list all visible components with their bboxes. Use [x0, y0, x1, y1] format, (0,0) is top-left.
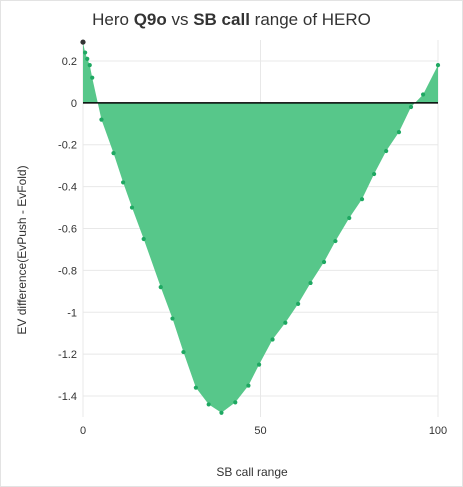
data-point — [111, 151, 116, 156]
data-point — [193, 385, 198, 390]
data-point — [80, 39, 86, 45]
data-point — [333, 238, 338, 244]
data-point — [321, 259, 327, 265]
y-tick-label: 0.2 — [62, 56, 77, 68]
title-middle: vs — [171, 10, 189, 29]
x-tick-label: 100 — [429, 425, 447, 437]
title-suffix: range of HERO — [254, 10, 371, 29]
data-point — [372, 171, 377, 177]
y-axis-ticks: -1.4 -1.2 -1 -0.8 -0.6 -0.4 -0.2 0 0.2 — [58, 56, 77, 403]
data-point — [233, 400, 238, 405]
title-hand: Q9o — [133, 10, 167, 29]
data-point — [308, 280, 313, 286]
chart-title: Hero Q9o vs SB call range of HERO — [0, 10, 463, 30]
data-point — [87, 63, 92, 68]
data-point — [99, 117, 104, 122]
data-point — [296, 301, 301, 306]
x-axis-label: SB call range — [216, 465, 288, 479]
data-point — [347, 215, 352, 221]
data-point — [83, 50, 88, 55]
data-point — [181, 349, 186, 355]
y-tick-label: -0.6 — [58, 224, 77, 236]
data-point — [270, 337, 275, 342]
data-point — [396, 130, 402, 135]
x-tick-label: 50 — [254, 425, 266, 437]
data-point — [90, 75, 95, 80]
y-tick-label: 0 — [71, 98, 77, 110]
y-tick-label: -0.8 — [58, 265, 77, 277]
x-tick-label: 0 — [80, 425, 86, 437]
data-point — [384, 148, 389, 154]
y-tick-label: -0.2 — [58, 140, 77, 152]
y-tick-label: -0.4 — [58, 182, 77, 194]
data-point — [129, 205, 135, 210]
y-tick-label: -1.2 — [58, 349, 77, 361]
data-point — [420, 92, 426, 97]
data-point — [219, 410, 224, 415]
data-point — [408, 104, 414, 110]
data-point — [246, 383, 251, 388]
data-point — [256, 362, 262, 367]
y-tick-label: -1 — [67, 307, 77, 319]
title-prefix: Hero — [92, 10, 129, 29]
y-axis-label: EV difference(EvPush - EvFold) — [15, 165, 29, 334]
ev-area-fill — [83, 42, 438, 413]
x-axis-ticks: 0 50 100 — [80, 425, 447, 437]
data-point — [85, 56, 90, 61]
data-point — [121, 180, 126, 185]
y-tick-label: -1.4 — [58, 391, 77, 403]
data-point — [359, 197, 365, 202]
data-point — [158, 285, 163, 290]
data-markers — [80, 39, 441, 415]
data-point — [141, 236, 146, 242]
data-point — [435, 63, 441, 68]
title-position: SB call — [193, 10, 250, 29]
data-point — [206, 402, 211, 407]
data-point — [170, 316, 175, 321]
data-point — [283, 320, 288, 325]
